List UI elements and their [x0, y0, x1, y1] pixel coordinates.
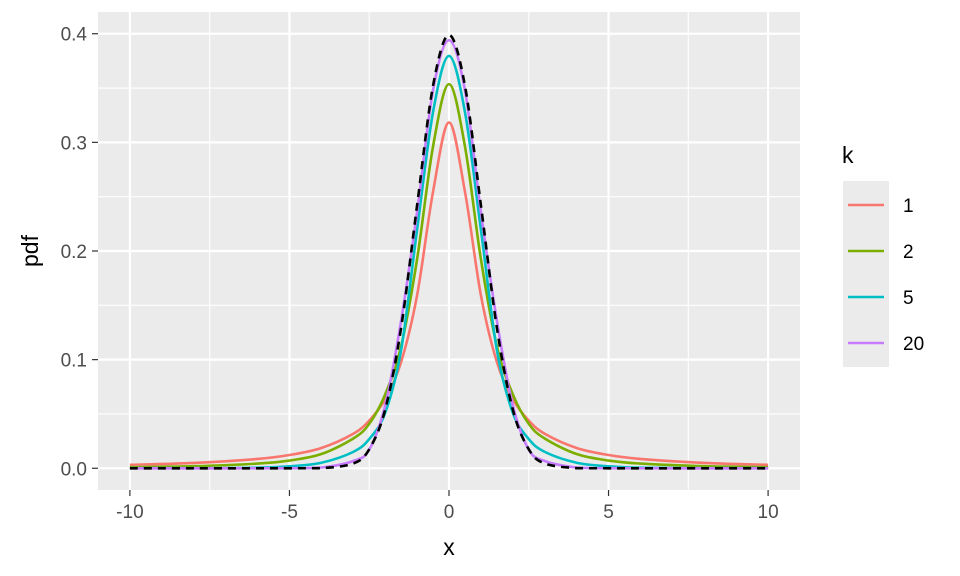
y-tick-label: 0.2 [61, 242, 87, 263]
x-tick-label: 5 [603, 502, 614, 523]
legend-title: k [842, 142, 854, 168]
legend-keys-background [843, 181, 889, 367]
y-tick-label: 0.3 [61, 133, 87, 154]
y-tick-label: 0.4 [61, 25, 88, 46]
grid-major [98, 12, 800, 490]
legend-label-k-20: 20 [903, 334, 924, 355]
x-tick-label: -5 [281, 502, 298, 523]
y-axis-title: pdf [17, 234, 43, 267]
legend-label-k-5: 5 [903, 288, 914, 309]
x-tick-label: 10 [758, 502, 779, 523]
legend-label-k-2: 2 [903, 242, 914, 263]
x-axis-title: x [443, 534, 455, 560]
series-lines [129, 33, 769, 470]
y-tick-label: 0.0 [61, 459, 87, 480]
x-tick-label: -10 [116, 502, 143, 523]
series-line-k-1 [129, 121, 769, 467]
legend: k 1 2 5 20 [842, 142, 924, 367]
series-line-k-2 [129, 82, 769, 469]
axes: -10 -5 0 5 10 0.0 0.1 0.2 0.3 0.4 [61, 25, 779, 523]
y-tick-label: 0.1 [61, 351, 87, 372]
series-line-k-5 [129, 54, 769, 470]
legend-label-k-1: 1 [903, 196, 914, 217]
x-tick-label: 0 [444, 502, 455, 523]
reference-dashed-line [129, 33, 769, 470]
